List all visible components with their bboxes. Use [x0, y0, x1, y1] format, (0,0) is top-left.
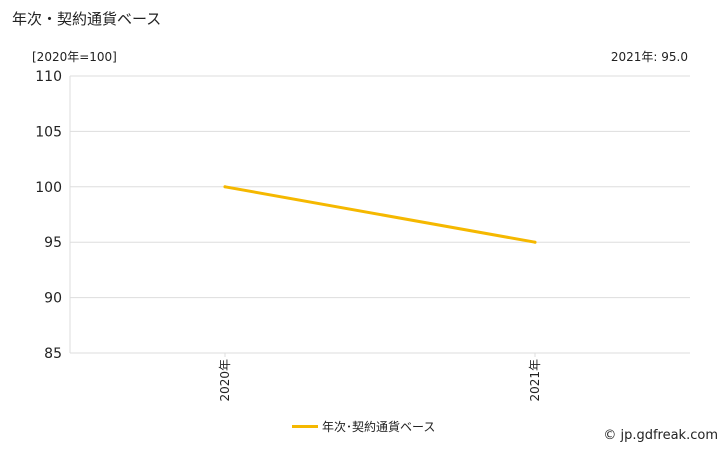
chart-title: 年次・契約通貨ベース	[12, 10, 162, 28]
data-point	[533, 240, 537, 244]
x-tick-label: 2020年	[218, 359, 232, 402]
y-tick-label: 95	[44, 235, 62, 251]
y-tick-label: 100	[35, 180, 62, 196]
y-tick-label: 85	[44, 346, 62, 362]
series-line	[223, 185, 537, 244]
unit-label: [2020年=100]	[32, 50, 117, 64]
y-tick-label: 110	[35, 69, 62, 85]
legend-label: 年次･契約通貨ベース	[322, 420, 436, 434]
copyright-text: © jp.gdfreak.com	[603, 428, 718, 443]
x-tick-label: 2021年	[528, 359, 542, 402]
data-point	[223, 185, 227, 189]
legend: 年次･契約通貨ベース	[292, 418, 435, 435]
legend-swatch	[292, 425, 318, 428]
y-tick-label: 90	[44, 291, 62, 307]
latest-value-label: 2021年: 95.0	[610, 50, 688, 64]
y-tick-label: 105	[35, 124, 62, 140]
